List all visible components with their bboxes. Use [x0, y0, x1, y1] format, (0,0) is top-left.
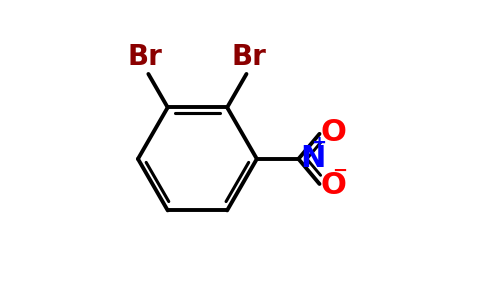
Text: O: O — [321, 118, 347, 147]
Text: O: O — [321, 171, 347, 200]
Text: +: + — [311, 134, 326, 152]
Text: N: N — [300, 144, 325, 173]
Text: Br: Br — [232, 43, 267, 71]
Text: Br: Br — [128, 43, 163, 71]
Text: −: − — [333, 162, 348, 180]
